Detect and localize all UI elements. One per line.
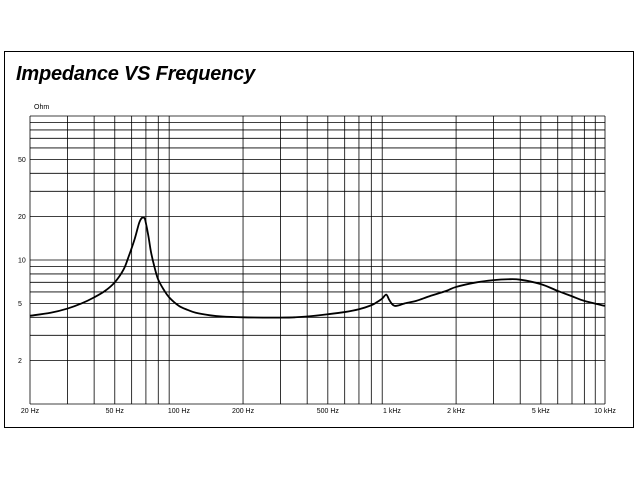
chart-grid — [29, 115, 606, 405]
y-axis-label: Ohm — [34, 104, 49, 111]
x-tick-label: 50 Hz — [106, 408, 125, 415]
chart-title: Impedance VS Frequency — [16, 63, 256, 85]
y-tick-label: 5 — [18, 301, 22, 308]
y-tick-label: 20 — [18, 214, 26, 221]
y-tick-label: 50 — [18, 157, 26, 164]
x-tick-label: 5 kHz — [532, 408, 550, 415]
x-axis-ticks: 20 Hz 50 Hz 100 Hz 200 Hz 500 Hz 1 kHz 2 kHz 5 … — [21, 408, 617, 415]
y-axis-ticks: 2 5 10 20 50 — [18, 157, 26, 365]
x-tick-label: 100 Hz — [168, 408, 191, 415]
x-tick-label: 10 kHz — [594, 408, 616, 415]
chart-frame — [4, 51, 634, 428]
impedance-curve — [29, 216, 606, 319]
x-tick-label: 1 kHz — [383, 408, 401, 415]
x-tick-label: 200 Hz — [232, 408, 255, 415]
x-tick-label: 20 Hz — [21, 408, 40, 415]
x-tick-label: 2 kHz — [447, 408, 465, 415]
x-tick-label: 500 Hz — [317, 408, 340, 415]
plot-area — [29, 216, 606, 319]
y-tick-label: 2 — [18, 358, 22, 365]
y-tick-label: 10 — [18, 258, 26, 265]
